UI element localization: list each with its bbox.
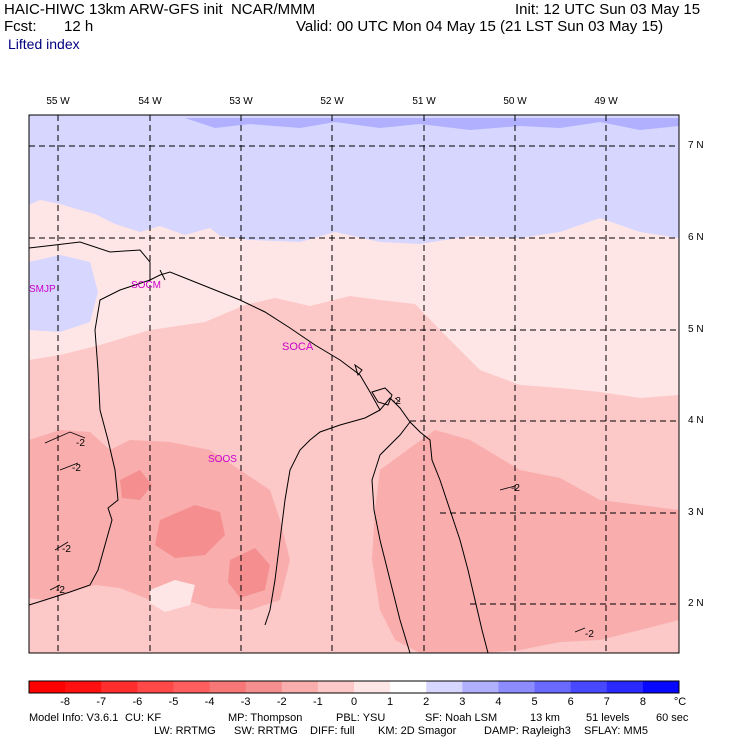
colorbar-bin <box>570 681 608 693</box>
colorbar-tick-label: 2 <box>423 696 430 708</box>
colorbar-bin <box>29 681 66 693</box>
model-info-item: SF: Noah LSM <box>425 712 498 724</box>
forecast-label: Fcst: <box>4 18 37 35</box>
colorbar-bin <box>534 681 572 693</box>
lat-label: 5 N <box>688 324 704 335</box>
model-info-item: DIFF: full <box>310 725 355 737</box>
colorbar-bin <box>390 681 427 693</box>
colorbar-bin <box>281 681 319 693</box>
colorbar-unit: °C <box>673 696 687 708</box>
contour-lines <box>44 397 586 633</box>
field-positive-north-strong <box>185 118 679 130</box>
contour-label: -2 <box>72 463 81 474</box>
model-info-item: PBL: YSU <box>336 712 386 724</box>
lon-label: 55 W <box>46 96 70 107</box>
colorbar-tick-label: 3 <box>459 696 466 708</box>
field-negative-3-core-b <box>228 548 270 598</box>
colorbar-tick-label: 5 <box>531 696 538 708</box>
colorbar-tick-label: 1 <box>387 696 394 708</box>
colorbar-bin <box>498 681 536 693</box>
colorbar-tick-label: 0 <box>350 696 358 708</box>
contour-label: -2 <box>56 585 65 596</box>
model-info-item: Model Info: V3.6.1 <box>29 712 119 724</box>
lon-label: 53 W <box>229 96 253 107</box>
colorbar-tick-label: -4 <box>204 696 215 708</box>
init-time: Init: 12 UTC Sun 03 May 15 <box>515 1 701 18</box>
colorbar-bin <box>209 681 247 693</box>
lon-label: 54 W <box>138 96 162 107</box>
lat-label: 7 N <box>688 140 704 151</box>
colorbar-bin <box>317 681 355 693</box>
colorbar-tick-label: -8 <box>60 696 70 708</box>
model-info-item: 51 levels <box>586 712 630 724</box>
contour-label: -2 <box>392 396 401 407</box>
colorbar <box>28 680 680 694</box>
model-info-item: SFLAY: MM5 <box>584 725 648 737</box>
lat-label: 3 N <box>688 507 704 518</box>
colorbar-bin <box>462 681 499 693</box>
map-frame <box>28 114 680 654</box>
contour-label: -2 <box>585 629 594 640</box>
model-title: HAIC-HIWC 13km ARW-GFS init NCAR/MMM <box>4 1 316 18</box>
field-name: Lifted index <box>8 36 80 52</box>
contour-label: -2 <box>76 438 85 449</box>
field-positive-north <box>29 115 679 244</box>
station-label: SOCA <box>282 341 314 353</box>
field-negative-1-coast <box>160 336 260 395</box>
colorbar-tick-label: 6 <box>567 696 574 708</box>
colorbar-bin <box>426 681 463 693</box>
colorbar-bin <box>354 681 391 693</box>
colorbar-tick-label: 8 <box>639 696 646 708</box>
lat-label: 4 N <box>688 415 704 426</box>
colorbar-tick-label: -1 <box>312 696 323 708</box>
colorbar-bin <box>101 681 138 693</box>
colorbar-bin <box>642 681 680 693</box>
field-negative-3-core <box>155 505 225 558</box>
lon-label: 49 W <box>594 96 618 107</box>
lon-label: 50 W <box>503 96 527 107</box>
station-label: SOOS <box>208 454 237 465</box>
colorbar-tick-label: -3 <box>240 696 251 708</box>
colorbar-bin <box>65 681 102 693</box>
model-info-item: SW: RRTMG <box>234 725 298 737</box>
colorbar-tick-label: 7 <box>603 696 610 708</box>
field-negative-2-west <box>29 430 290 610</box>
contour-label: -2 <box>511 483 520 494</box>
coastline <box>28 241 489 654</box>
colorbar-frame <box>28 680 680 694</box>
colorbar-bin <box>137 681 174 693</box>
colorbar-bin <box>173 681 211 693</box>
station-label: SOCM <box>131 280 161 291</box>
contour-label: -2 <box>62 544 71 555</box>
field-positive-west <box>29 255 98 332</box>
colorbar-tick-label: -2 <box>276 696 287 708</box>
colorbar-bin <box>606 681 644 693</box>
lat-label: 6 N <box>688 232 704 243</box>
valid-time: Valid: 00 UTC Mon 04 May 15 (21 LST Sun … <box>296 18 664 35</box>
model-info-item: 13 km <box>530 712 560 724</box>
field-negative-2-east <box>372 430 679 653</box>
colorbar-tick-label: 4 <box>495 696 502 708</box>
lon-label: 52 W <box>320 96 344 107</box>
lat-label: 2 N <box>688 598 704 609</box>
colorbar-tick-label: -6 <box>132 696 143 708</box>
model-info-item: KM: 2D Smagor <box>378 725 457 737</box>
model-info-item: CU: KF <box>125 712 162 724</box>
colorbar-tick-label: -7 <box>96 696 107 708</box>
model-info-item: LW: RRTMG <box>154 725 216 737</box>
colorbar-bin <box>245 681 283 693</box>
colorbar-tick-label: -5 <box>168 696 179 708</box>
field-negative-3-core-c <box>120 470 152 500</box>
forecast-hour: 12 h <box>64 18 94 35</box>
model-info-item: MP: Thompson <box>228 712 303 724</box>
model-info-item: 60 sec <box>656 712 689 724</box>
model-info-item: DAMP: Rayleigh3 <box>484 725 571 737</box>
field-positive-pocket <box>150 580 195 612</box>
station-label: SMJP <box>29 284 56 295</box>
lon-label: 51 W <box>412 96 436 107</box>
latlon-grid <box>29 115 679 653</box>
